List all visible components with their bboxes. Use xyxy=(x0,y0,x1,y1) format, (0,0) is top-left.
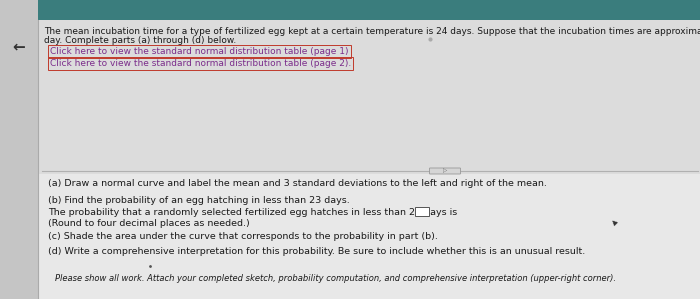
Text: ←: ← xyxy=(13,39,25,54)
Text: The mean incubation time for a type of fertilized egg kept at a certain temperat: The mean incubation time for a type of f… xyxy=(44,27,700,36)
Text: ▷: ▷ xyxy=(443,169,447,173)
Text: Click here to view the standard normal distribution table (page 2).: Click here to view the standard normal d… xyxy=(50,59,351,68)
Bar xyxy=(0,174,700,299)
Bar xyxy=(0,20,700,174)
Text: ▲: ▲ xyxy=(611,218,619,226)
Text: day. Complete parts (a) through (d) below.: day. Complete parts (a) through (d) belo… xyxy=(44,36,237,45)
Text: Please show all work. Attach your completed sketch, probability computation, and: Please show all work. Attach your comple… xyxy=(55,274,616,283)
Bar xyxy=(415,207,429,216)
Text: (c) Shade the area under the curve that corresponds to the probability in part (: (c) Shade the area under the curve that … xyxy=(48,232,438,241)
Text: .: . xyxy=(430,208,433,217)
Bar xyxy=(0,0,700,20)
Text: (d) Write a comprehensive interpretation for this probability. Be sure to includ: (d) Write a comprehensive interpretation… xyxy=(48,247,585,256)
Text: (Round to four decimal places as needed.): (Round to four decimal places as needed.… xyxy=(48,219,250,228)
Text: The probability that a randomly selected fertilized egg hatches in less than 23 : The probability that a randomly selected… xyxy=(48,208,457,217)
FancyBboxPatch shape xyxy=(430,168,461,174)
Bar xyxy=(0,0,38,299)
Text: Click here to view the standard normal distribution table (page 1): Click here to view the standard normal d… xyxy=(50,47,349,56)
Text: (a) Draw a normal curve and label the mean and 3 standard deviations to the left: (a) Draw a normal curve and label the me… xyxy=(48,179,547,188)
Text: (b) Find the probability of an egg hatching in less than 23 days.: (b) Find the probability of an egg hatch… xyxy=(48,196,350,205)
